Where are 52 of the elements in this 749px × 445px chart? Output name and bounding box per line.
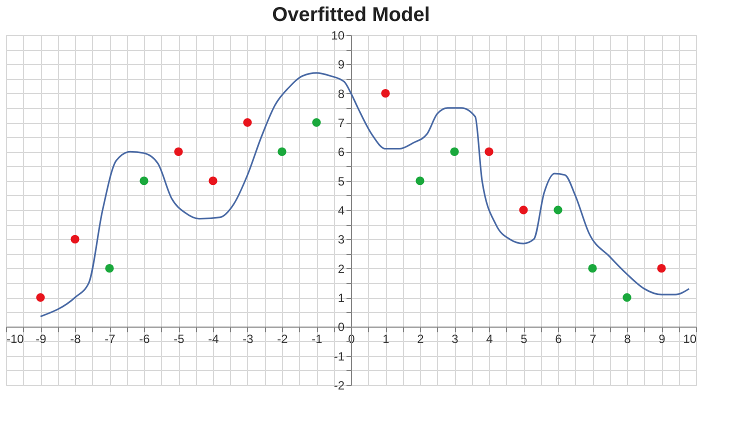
line-series <box>40 72 690 318</box>
y-tick-label: 4 <box>338 204 345 218</box>
point <box>554 206 562 214</box>
y-tick-label: 2 <box>338 262 345 276</box>
x-tick-label: 7 <box>590 332 597 346</box>
x-tick-label: -9 <box>36 332 47 346</box>
y-tick-label: -1 <box>334 349 345 364</box>
y-tick-label: 1 <box>338 291 345 305</box>
x-tick-label: 2 <box>417 332 424 346</box>
x-tick-label: 9 <box>658 332 666 346</box>
x-tick-label: 5 <box>520 332 528 346</box>
point <box>450 147 459 156</box>
x-tick-label: -7 <box>104 332 116 346</box>
point <box>208 176 218 186</box>
y-tick-label: 7 <box>338 116 345 130</box>
point <box>588 264 597 273</box>
point <box>657 264 666 273</box>
y-tick-label: 8 <box>338 86 345 101</box>
point <box>36 293 45 302</box>
point <box>312 118 321 127</box>
x-tick-label: 1 <box>382 332 390 346</box>
point <box>174 147 183 156</box>
y-tick-label: 10 <box>331 28 345 42</box>
point <box>278 147 286 156</box>
y-tick-label: 6 <box>338 145 345 160</box>
point <box>140 176 148 186</box>
x-tick-label: -6 <box>139 332 150 346</box>
x-tick-label: -3 <box>242 332 254 346</box>
point <box>105 264 114 273</box>
y-tick-label: 3 <box>338 232 345 247</box>
point <box>622 293 632 302</box>
point <box>484 147 494 156</box>
point <box>381 89 390 98</box>
x-tick-label: 3 <box>452 332 459 346</box>
x-tick-label: -1 <box>312 332 323 346</box>
chart-title: Overfitted Model <box>272 4 430 26</box>
x-tick-label: -4 <box>208 332 220 346</box>
point <box>243 118 252 127</box>
y-tick-label: 5 <box>338 174 345 188</box>
x-tick-label: -5 <box>174 332 185 346</box>
point <box>416 176 424 186</box>
x-tick-label: 8 <box>624 332 632 346</box>
point <box>519 206 528 214</box>
y-tick-label: -2 <box>334 378 345 392</box>
x-tick-label: -8 <box>70 332 82 346</box>
x-tick-label: -2 <box>277 332 288 346</box>
x-tick-label: 6 <box>555 332 562 346</box>
y-tick-label: 9 <box>338 58 345 72</box>
x-tick-label: 10 <box>683 332 697 346</box>
x-tick-label: -10 <box>6 332 24 346</box>
x-tick-label: 4 <box>486 332 494 346</box>
point <box>70 234 80 244</box>
